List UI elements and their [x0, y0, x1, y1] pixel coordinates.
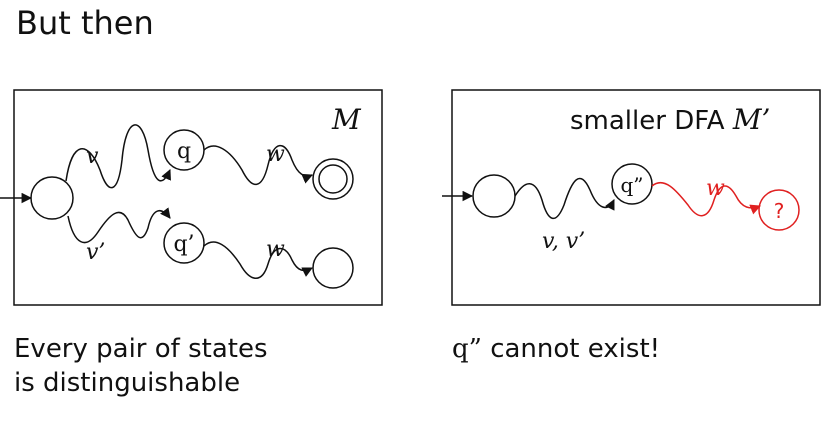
- left-edge-w-top: [203, 144, 313, 186]
- right-caption-state: q”: [452, 334, 482, 364]
- right-machine-label-symbol: M’: [732, 103, 771, 136]
- right-edge-v-v-prime: [514, 177, 615, 219]
- right-state-q-double-prime: [611, 163, 653, 205]
- left-machine-label: M: [331, 103, 362, 136]
- left-state-q-prime: [163, 222, 205, 264]
- right-edge-w-label: w: [706, 176, 725, 201]
- left-caption-line-2: is distinguishable: [14, 368, 241, 398]
- left-caption-line-1: Every pair of states: [14, 334, 268, 364]
- slide-title: But then: [16, 4, 154, 42]
- right-machine-label-prefix: smaller DFA: [570, 106, 733, 136]
- right-start-state: [472, 174, 516, 218]
- left-accept-state: [312, 158, 354, 200]
- left-state-q-label: q: [177, 139, 191, 164]
- left-edge-v-prime: [67, 207, 171, 244]
- right-caption: q” cannot exist!: [452, 332, 660, 366]
- right-unknown-state-label: ?: [774, 199, 785, 223]
- right-state-q-double-prime-label: q”: [620, 173, 643, 197]
- left-state-q-prime-label: q’: [173, 232, 194, 257]
- left-edge-v-label: v: [86, 144, 99, 169]
- left-start-state: [30, 176, 74, 220]
- left-reject-state: [312, 247, 354, 289]
- left-edge-w-bottom-label: w: [266, 237, 285, 262]
- right-unknown-state: [758, 189, 800, 231]
- right-caption-text: cannot exist!: [481, 334, 661, 364]
- right-edge-v-v-prime-label: v, v’: [542, 229, 585, 254]
- left-caption: Every pair of states is distinguishable: [14, 332, 268, 400]
- left-edge-w-bottom: [203, 241, 313, 279]
- left-accept-state-inner: [318, 164, 348, 194]
- right-edge-w: [651, 181, 761, 217]
- right-dfa-frame: [451, 89, 821, 306]
- left-edge-v: [65, 124, 171, 189]
- left-edge-v-prime-label: v’: [86, 240, 105, 265]
- left-edge-w-top-label: w: [266, 142, 285, 167]
- right-machine-label: smaller DFA M’: [570, 103, 770, 136]
